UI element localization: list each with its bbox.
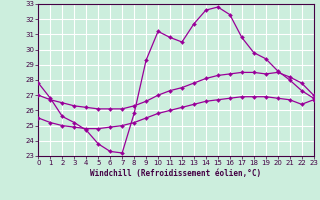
X-axis label: Windchill (Refroidissement éolien,°C): Windchill (Refroidissement éolien,°C) bbox=[91, 169, 261, 178]
